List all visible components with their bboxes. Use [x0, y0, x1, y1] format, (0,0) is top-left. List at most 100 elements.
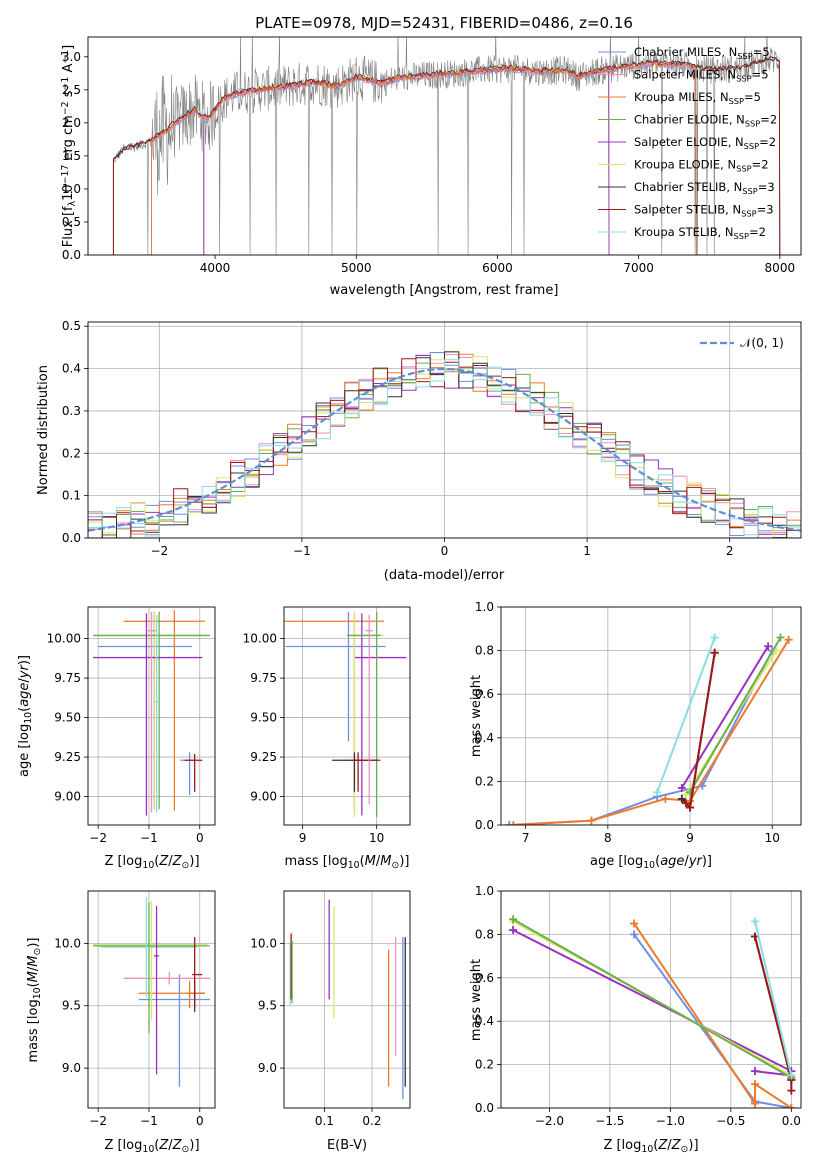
- model-fit-line: [151, 60, 697, 255]
- x-axis-label: wavelength [Angstrom, rest frame]: [330, 283, 559, 298]
- x-tick-label: 0.2: [362, 1114, 381, 1128]
- x-tick-label: 0.0: [782, 1114, 801, 1128]
- y-tick-label: 0.0: [475, 1101, 494, 1115]
- weight-marker: [630, 919, 639, 928]
- x-tick-label: 1: [583, 544, 591, 558]
- y-tick-label: 0.0: [475, 818, 494, 832]
- plot-area: [501, 891, 801, 1108]
- weight-marker: [653, 788, 662, 797]
- legend: Chabrier MILES, NSSP=5 Salpeter MILES, NS…: [598, 45, 777, 241]
- y-axis-label: Flux [fλ10−17 erg cm−2 s−1 A−1]: [60, 45, 78, 247]
- x-axis-label: Z [log10(Z/Z⊙)]: [104, 854, 199, 871]
- weight-marker: [505, 821, 514, 825]
- panel-spectrum: 4000 5000 6000 7000 8000 0.0 0.5 1.0 1.5 2.0 2.5 3.…: [62, 36, 802, 275]
- weight-marker: [787, 1086, 796, 1095]
- axes-frame: [283, 890, 411, 1109]
- plot-area: [112, 37, 781, 255]
- y-tick-label: 9.75: [54, 671, 81, 685]
- y-tick-label: 0.2: [475, 774, 494, 788]
- y-tick-label: 9.00: [250, 790, 277, 804]
- y-tick-label: 0.3: [62, 404, 81, 418]
- y-tick-label: 0.0: [62, 248, 81, 262]
- y-tick-label: 9.5: [258, 999, 277, 1013]
- x-axis-label: (data-model)/error: [384, 568, 505, 583]
- panel-mass_vs_Z: −2 −1 0 9.0 9.5 10.0: [54, 890, 216, 1128]
- y-tick-label: 10.00: [47, 632, 81, 646]
- panel-mass_vs_EBV: 0.1 0.2 9.0 9.5 10.0: [250, 890, 411, 1128]
- weight-marker: [661, 794, 670, 803]
- y-tick-label: 0.4: [62, 362, 81, 376]
- x-tick-label: 2: [726, 544, 734, 558]
- weight-marker: [751, 1067, 760, 1076]
- observed-spectrum: [113, 37, 781, 255]
- residual-histogram: [88, 359, 801, 537]
- x-tick-label: 0.1: [315, 1114, 334, 1128]
- y-tick-label: 1.0: [62, 182, 81, 196]
- x-tick-label: −1: [140, 1114, 158, 1128]
- weight-marker: [751, 917, 760, 926]
- weight-marker: [509, 821, 518, 825]
- x-axis-label: E(B-V): [327, 1138, 367, 1153]
- x-tick-label: 8: [604, 831, 612, 845]
- y-tick-label: 9.25: [250, 750, 277, 764]
- axes-frame: [87, 606, 216, 826]
- y-tick-label: 0.5: [62, 215, 81, 229]
- y-tick-label: 0.6: [475, 971, 494, 985]
- x-axis-label: age [log10(age/yr)]: [590, 854, 712, 871]
- y-tick-label: 1.0: [475, 600, 494, 614]
- y-tick-label: 9.00: [54, 790, 81, 804]
- weight-marker: [710, 648, 719, 657]
- x-tick-label: −0.5: [716, 1114, 745, 1128]
- y-tick-label: 9.5: [62, 999, 81, 1013]
- weight-line: [681, 652, 716, 810]
- weight-marker: [784, 635, 793, 644]
- weight-marker: [630, 930, 639, 939]
- weight-marker: [764, 642, 773, 651]
- legend-label: Kroupa ELODIE, NSSP=2: [634, 158, 769, 174]
- y-tick-label: 10.0: [250, 936, 277, 950]
- y-tick-label: 10.00: [243, 632, 277, 646]
- weight-line: [656, 637, 716, 793]
- weight-marker: [677, 783, 686, 792]
- chart-title: PLATE=0978, MJD=52431, FIBERID=0486, z=0…: [255, 14, 633, 32]
- weight-marker: [686, 803, 695, 812]
- plot-area: [88, 891, 215, 1108]
- x-tick-label: 4000: [200, 261, 231, 275]
- legend-label: Chabrier ELODIE, NSSP=2: [634, 113, 777, 129]
- x-tick-label: −1.0: [656, 1114, 685, 1128]
- x-axis-label: mass [log10(M/M⊙)]: [285, 854, 410, 871]
- x-tick-label: 10: [765, 831, 780, 845]
- legend-label: Chabrier MILES, NSSP=5: [634, 45, 770, 61]
- weight-marker: [677, 794, 686, 803]
- y-tick-label: 0.8: [475, 927, 494, 941]
- x-tick-label: 7000: [623, 261, 654, 275]
- axes-frame: [500, 606, 802, 826]
- y-tick-label: 0.2: [475, 1058, 494, 1072]
- weight-marker: [787, 1071, 796, 1080]
- plot-area: [88, 607, 215, 825]
- x-tick-label: 0: [196, 831, 204, 845]
- weight-line: [512, 918, 792, 1079]
- legend-label: Kroupa MILES, NSSP=5: [634, 90, 761, 106]
- x-tick-label: −1: [140, 831, 158, 845]
- y-axis-label: mass weight: [469, 959, 484, 1041]
- plot-area: [501, 607, 801, 825]
- x-axis-label: Z [log10(Z/Z⊙)]: [603, 1138, 698, 1155]
- y-tick-label: 0.6: [475, 687, 494, 701]
- x-tick-label: −2: [150, 544, 168, 558]
- y-tick-label: 2.5: [62, 83, 81, 97]
- weight-line: [680, 645, 769, 789]
- y-tick-label: 1.0: [475, 884, 494, 898]
- y-axis-label: mass [log10(M/M⊙)]: [26, 938, 43, 1063]
- axes-frame: [87, 890, 216, 1109]
- y-tick-label: 0.0: [62, 531, 81, 545]
- weight-marker: [751, 1099, 760, 1108]
- y-tick-label: 0.2: [62, 446, 81, 460]
- y-tick-label: 9.50: [250, 711, 277, 725]
- weight-marker: [509, 926, 518, 935]
- axes-frame: [500, 890, 802, 1109]
- weight-line: [633, 922, 792, 1108]
- y-tick-label: 0.8: [475, 644, 494, 658]
- plot-area: [284, 891, 410, 1108]
